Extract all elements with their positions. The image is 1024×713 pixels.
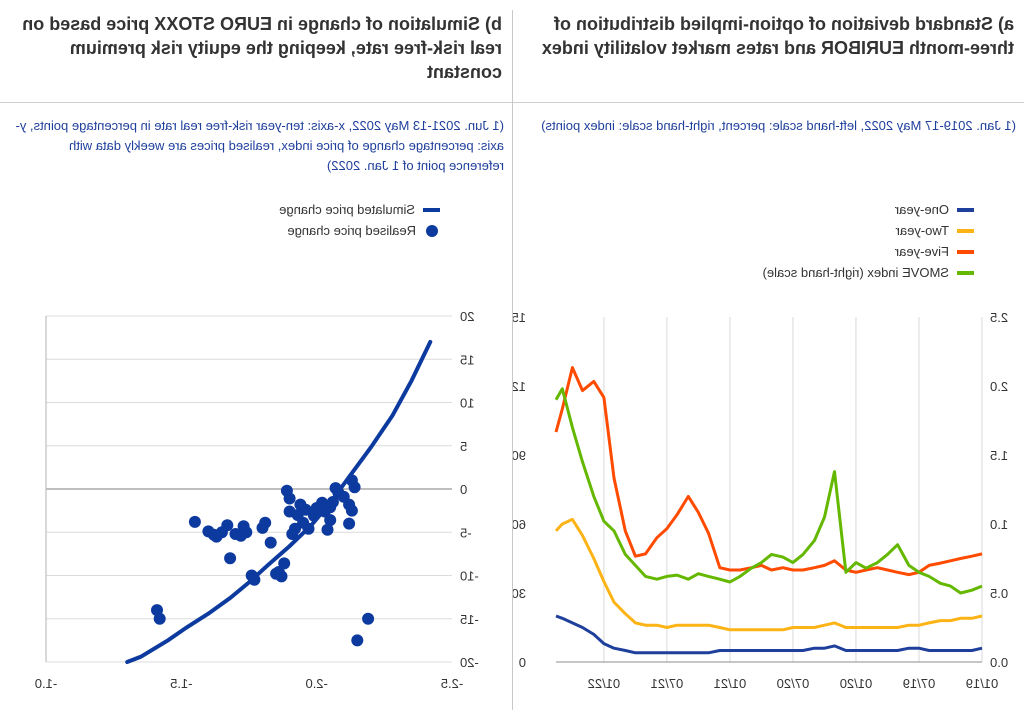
x-tick-label: -1.0 [35,676,57,691]
y-tick-label: 0 [460,482,467,497]
realised-point [343,517,356,530]
realised-point [237,520,250,533]
y-tick-label-right: 1.0 [990,517,1008,532]
x-tick-label: 07/21 [651,676,684,691]
realised-point [151,604,163,617]
realised-point [329,482,342,495]
y-tick-label: -5 [460,525,472,540]
x-tick-label: -2.0 [305,676,327,691]
y-tick-label-left: 120 [512,379,526,394]
y-tick-label: 10 [460,396,474,411]
y-tick-label: 20 [460,309,474,324]
panel-b: b) Simulation of change in EURO STOXX pr… [0,14,512,691]
x-tick-label: 01/22 [588,676,621,691]
realised-point [270,567,283,580]
panel-divider [512,10,513,710]
realised-point [345,504,358,517]
y-tick-label-right: 0.5 [990,586,1008,601]
y-tick-label: 5 [460,439,467,454]
realised-point [224,552,237,565]
panel-a: a) Standard deviation of option-implied … [512,0,1024,713]
series-line [554,517,983,632]
realised-point [245,569,258,582]
realised-point [362,612,375,625]
realised-point [278,557,291,570]
realised-point [280,484,293,497]
realised-point [229,528,242,540]
y-tick-label-left: 0 [519,655,526,670]
realised-point [286,528,299,540]
x-tick-label: 07/19 [903,676,936,691]
y-tick-label: 15 [460,352,474,367]
y-tick-label-left: 30 [512,586,526,601]
series-line [555,614,983,655]
realised-point [308,509,320,522]
x-tick-label: 01/19 [966,676,999,691]
y-tick-label-left: 90 [512,448,526,463]
y-tick-label-left: 60 [512,517,526,532]
y-tick-label-right: 0.0 [990,655,1008,670]
simulated-curve [125,339,433,664]
y-tick-label-left: 150 [512,310,526,325]
y-tick-label: -20 [460,655,479,670]
x-tick-label: -2.5 [441,676,463,691]
x-tick-label: -1.5 [170,676,192,691]
realised-point [264,536,277,549]
realised-point [294,498,307,511]
series-line [554,366,983,577]
chart-a: 01/19 07/19 01/20 07/20 01/21 07/21 01/22 0 30 60… [512,310,1008,691]
realised-point [188,515,201,528]
realised-point [351,634,364,647]
chart-b: -20 -15 -10 -5 0 5 10 15 20 -2.5 -2.0 -1.5 -1.0 [35,309,479,691]
y-tick-label-right: 1.5 [990,448,1008,463]
realised-point [283,505,296,518]
y-tick-label: -10 [460,569,479,584]
x-tick-label: 07/20 [777,676,810,691]
x-tick-label: 01/21 [714,676,747,691]
y-tick-label: -15 [460,612,479,627]
realised-point [256,521,269,534]
realised-point [321,523,334,536]
x-tick-label: 01/20 [840,676,873,691]
y-tick-label-right: 2.0 [990,379,1008,394]
realised-point [324,514,337,527]
series-line [554,387,983,595]
y-tick-label-right: 2.5 [990,310,1008,325]
realised-point [348,481,361,494]
realised-point [202,525,215,538]
